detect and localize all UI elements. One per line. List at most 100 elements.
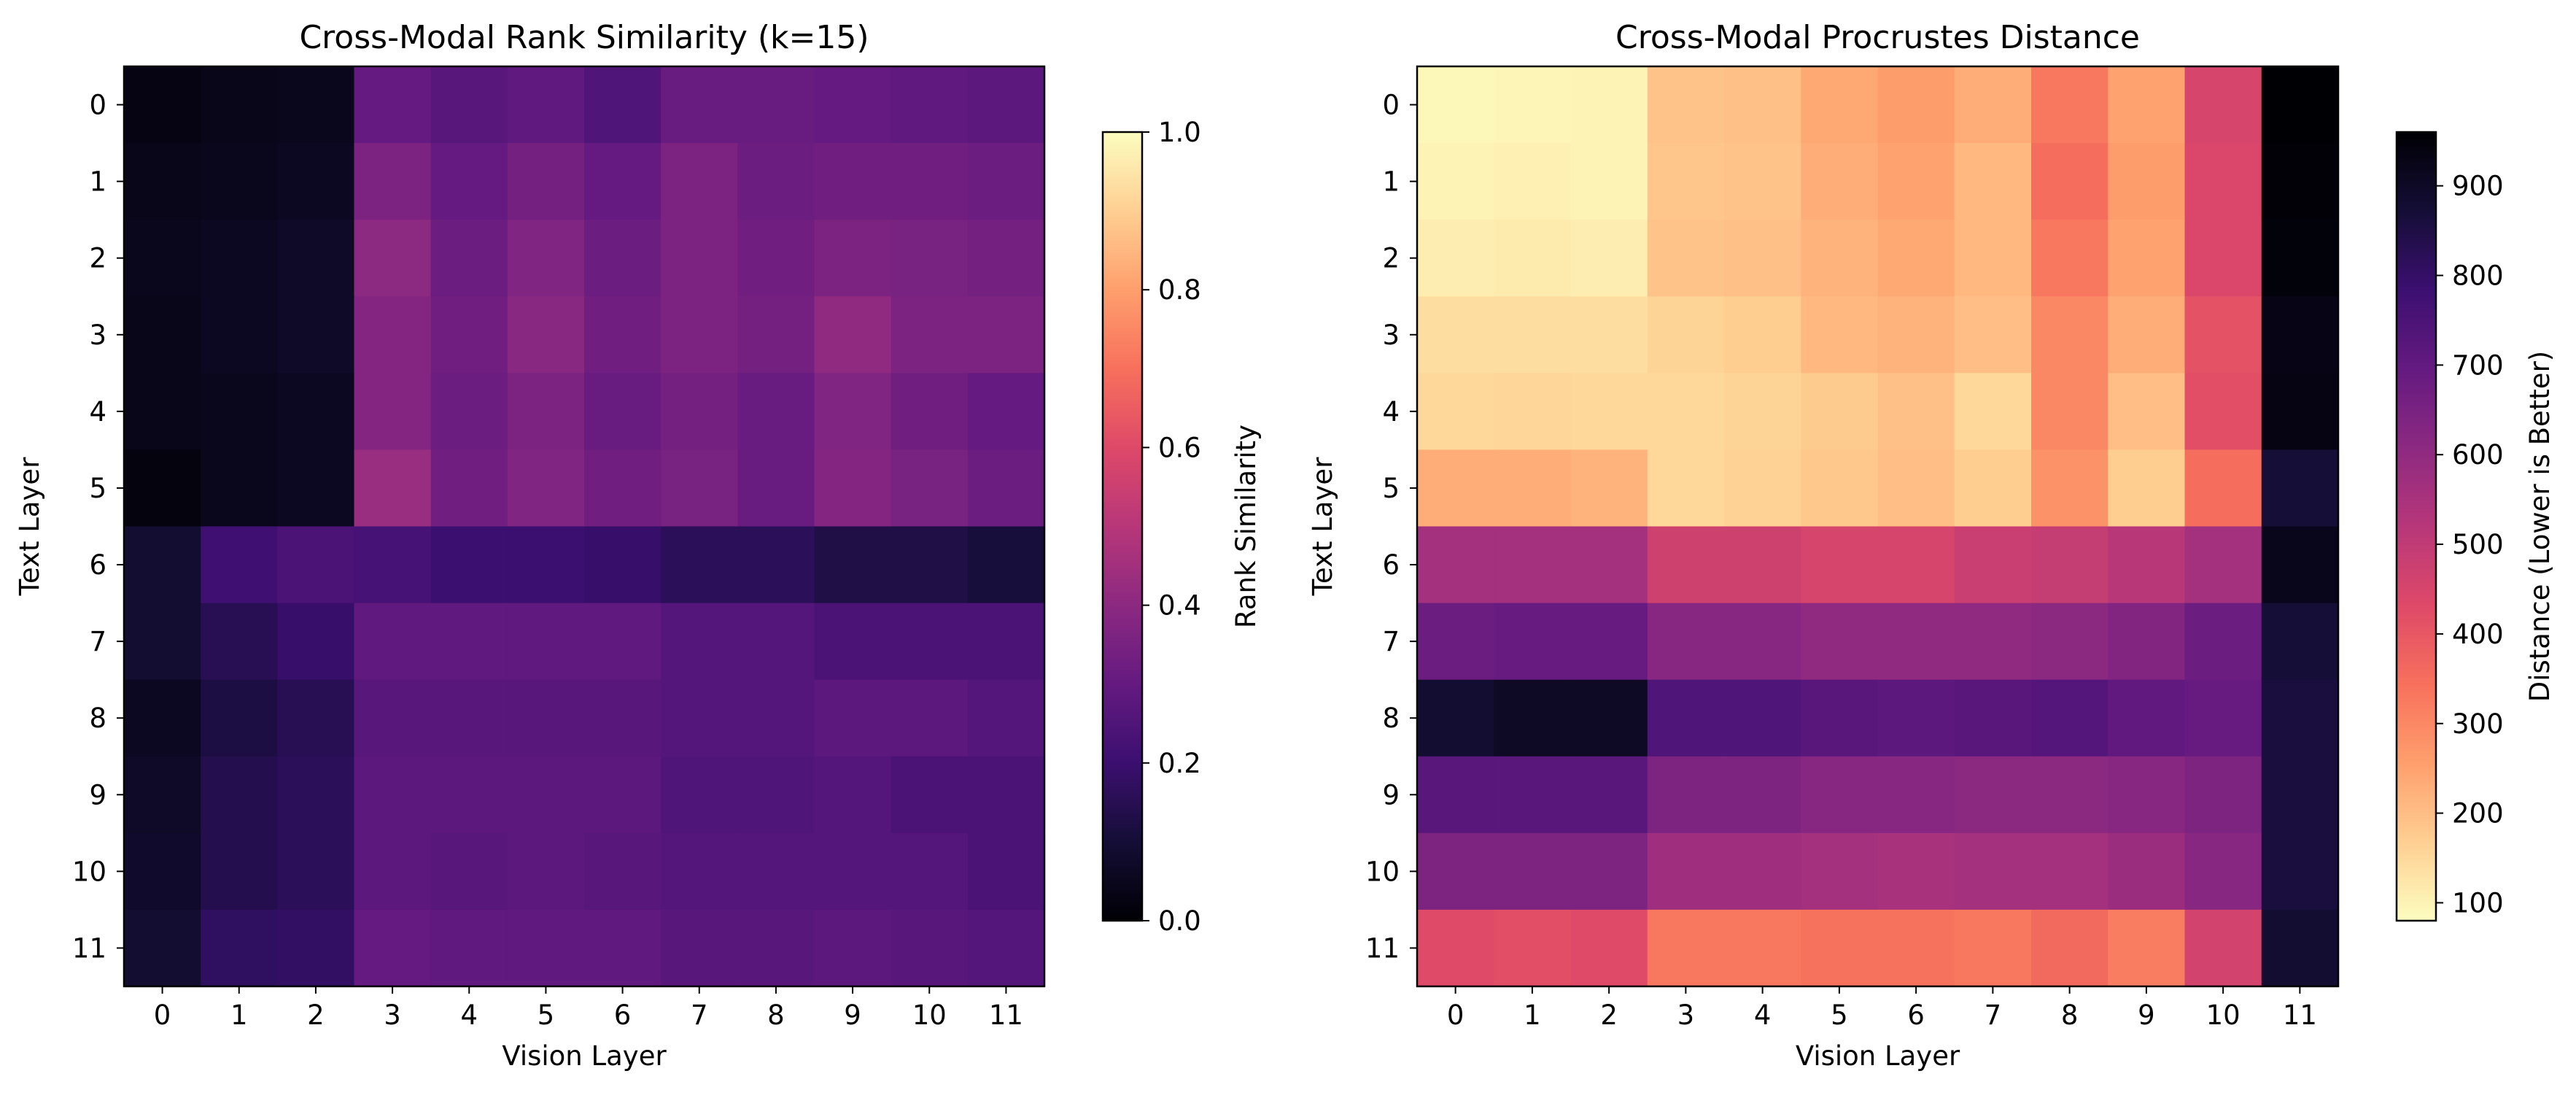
y-tick-label: 5 <box>89 473 106 504</box>
distance-chart-title: Cross-Modal Procrustes Distance <box>1615 19 2140 56</box>
heatmap-cell <box>201 373 278 451</box>
distance-heatmap-panel: Cross-Modal Procrustes Distance 0 1 2 3 4 5 6 7 8… <box>1307 19 2556 1072</box>
heatmap-cell <box>1877 373 1955 451</box>
heatmap-cell <box>2184 66 2262 144</box>
heatmap-cell <box>2108 679 2186 757</box>
heatmap-cell <box>2261 220 2339 297</box>
heatmap-cell <box>814 756 892 834</box>
colorbar-tick-label: 0.2 <box>1158 748 1201 779</box>
heatmap-cell <box>2031 143 2108 220</box>
heatmap-cell <box>2108 220 2186 297</box>
heatmap-cell <box>1647 756 1725 834</box>
x-tick-label: 3 <box>384 999 401 1031</box>
heatmap-cell <box>661 66 738 144</box>
heatmap-cell <box>2031 909 2108 987</box>
colorbar-tick-label: 1.0 <box>1158 117 1201 148</box>
heatmap-cell <box>891 296 969 374</box>
y-tick-label: 6 <box>89 549 106 581</box>
heatmap-cell <box>2184 373 2262 451</box>
heatmap-cell <box>891 909 969 987</box>
colorbar-tick-label: 0.0 <box>1158 905 1201 937</box>
heatmap-cell <box>1954 449 2032 527</box>
colorbar-tick-label: 0.6 <box>1158 432 1201 463</box>
distance-heatmap-cells <box>1417 66 2339 987</box>
heatmap-cell <box>354 449 432 527</box>
heatmap-cell <box>814 296 892 374</box>
y-tick-label: 0 <box>89 90 106 121</box>
heatmap-cell <box>1724 373 1801 451</box>
heatmap-cell <box>124 449 201 527</box>
x-tick-label: 11 <box>989 999 1023 1031</box>
heatmap-cell <box>584 143 662 220</box>
heatmap-cell <box>2108 526 2186 604</box>
x-tick-label: 8 <box>2061 999 2079 1031</box>
distance-plot-frame <box>1416 65 2340 988</box>
heatmap-cell <box>2261 526 2339 604</box>
heatmap-cell <box>584 66 662 144</box>
heatmap-cell <box>661 679 738 757</box>
heatmap-cell <box>354 526 432 604</box>
x-tick-label: 9 <box>2138 999 2155 1031</box>
heatmap-cell <box>354 373 432 451</box>
heatmap-cell <box>1954 909 2032 987</box>
heatmap-cell <box>1801 143 1879 220</box>
heatmap-cell <box>354 296 432 374</box>
heatmap-cell <box>2261 373 2339 451</box>
heatmap-cell <box>2184 220 2262 297</box>
heatmap-cell <box>1647 66 1725 144</box>
heatmap-cell <box>201 756 278 834</box>
heatmap-cell <box>1647 679 1725 757</box>
heatmap-cell <box>967 143 1045 220</box>
heatmap-cell <box>967 679 1045 757</box>
heatmap-cell <box>277 526 355 604</box>
heatmap-cell <box>737 143 815 220</box>
heatmap-cell <box>1570 756 1648 834</box>
heatmap-cell <box>1494 756 1572 834</box>
heatmap-cell <box>201 296 278 374</box>
heatmap-cell <box>814 373 892 451</box>
heatmap-cell <box>737 526 815 604</box>
heatmap-cell <box>1877 756 1955 834</box>
heatmap-cell <box>1877 449 1955 527</box>
heatmap-cell <box>891 756 969 834</box>
heatmap-cell <box>507 143 585 220</box>
heatmap-cell <box>1877 143 1955 220</box>
heatmap-cell <box>1570 832 1648 910</box>
heatmap-cell <box>661 603 738 681</box>
heatmap-cell <box>967 909 1045 987</box>
heatmap-cell <box>2031 449 2108 527</box>
heatmap-cell <box>2184 832 2262 910</box>
heatmap-cell <box>277 373 355 451</box>
heatmap-cell <box>1417 66 1494 144</box>
y-tick-label: 3 <box>1382 320 1400 351</box>
heatmap-cell <box>354 603 432 681</box>
heatmap-cell <box>2184 526 2262 604</box>
heatmap-cell <box>1801 296 1879 374</box>
heatmap-cell <box>891 220 969 297</box>
heatmap-cell <box>277 756 355 834</box>
x-tick-label: 1 <box>230 999 248 1031</box>
y-tick-label: 11 <box>72 932 106 964</box>
heatmap-cell <box>967 449 1045 527</box>
heatmap-cell <box>1877 220 1955 297</box>
heatmap-cell <box>1417 373 1494 451</box>
heatmap-cell <box>277 143 355 220</box>
x-tick-label: 0 <box>154 999 171 1031</box>
heatmap-cell <box>891 679 969 757</box>
heatmap-cell <box>737 220 815 297</box>
heatmap-cell <box>2184 756 2262 834</box>
heatmap-cell <box>2108 832 2186 910</box>
y-tick-label: 3 <box>89 320 106 351</box>
heatmap-cell <box>124 373 201 451</box>
heatmap-cell <box>1954 143 2032 220</box>
heatmap-cell <box>1647 373 1725 451</box>
heatmap-cell <box>1801 832 1879 910</box>
heatmap-cell <box>1570 220 1648 297</box>
heatmap-cell <box>2031 679 2108 757</box>
heatmap-cell <box>737 756 815 834</box>
heatmap-cell <box>814 143 892 220</box>
heatmap-cell <box>2184 296 2262 374</box>
heatmap-cell <box>2184 143 2262 220</box>
heatmap-cell <box>124 832 201 910</box>
